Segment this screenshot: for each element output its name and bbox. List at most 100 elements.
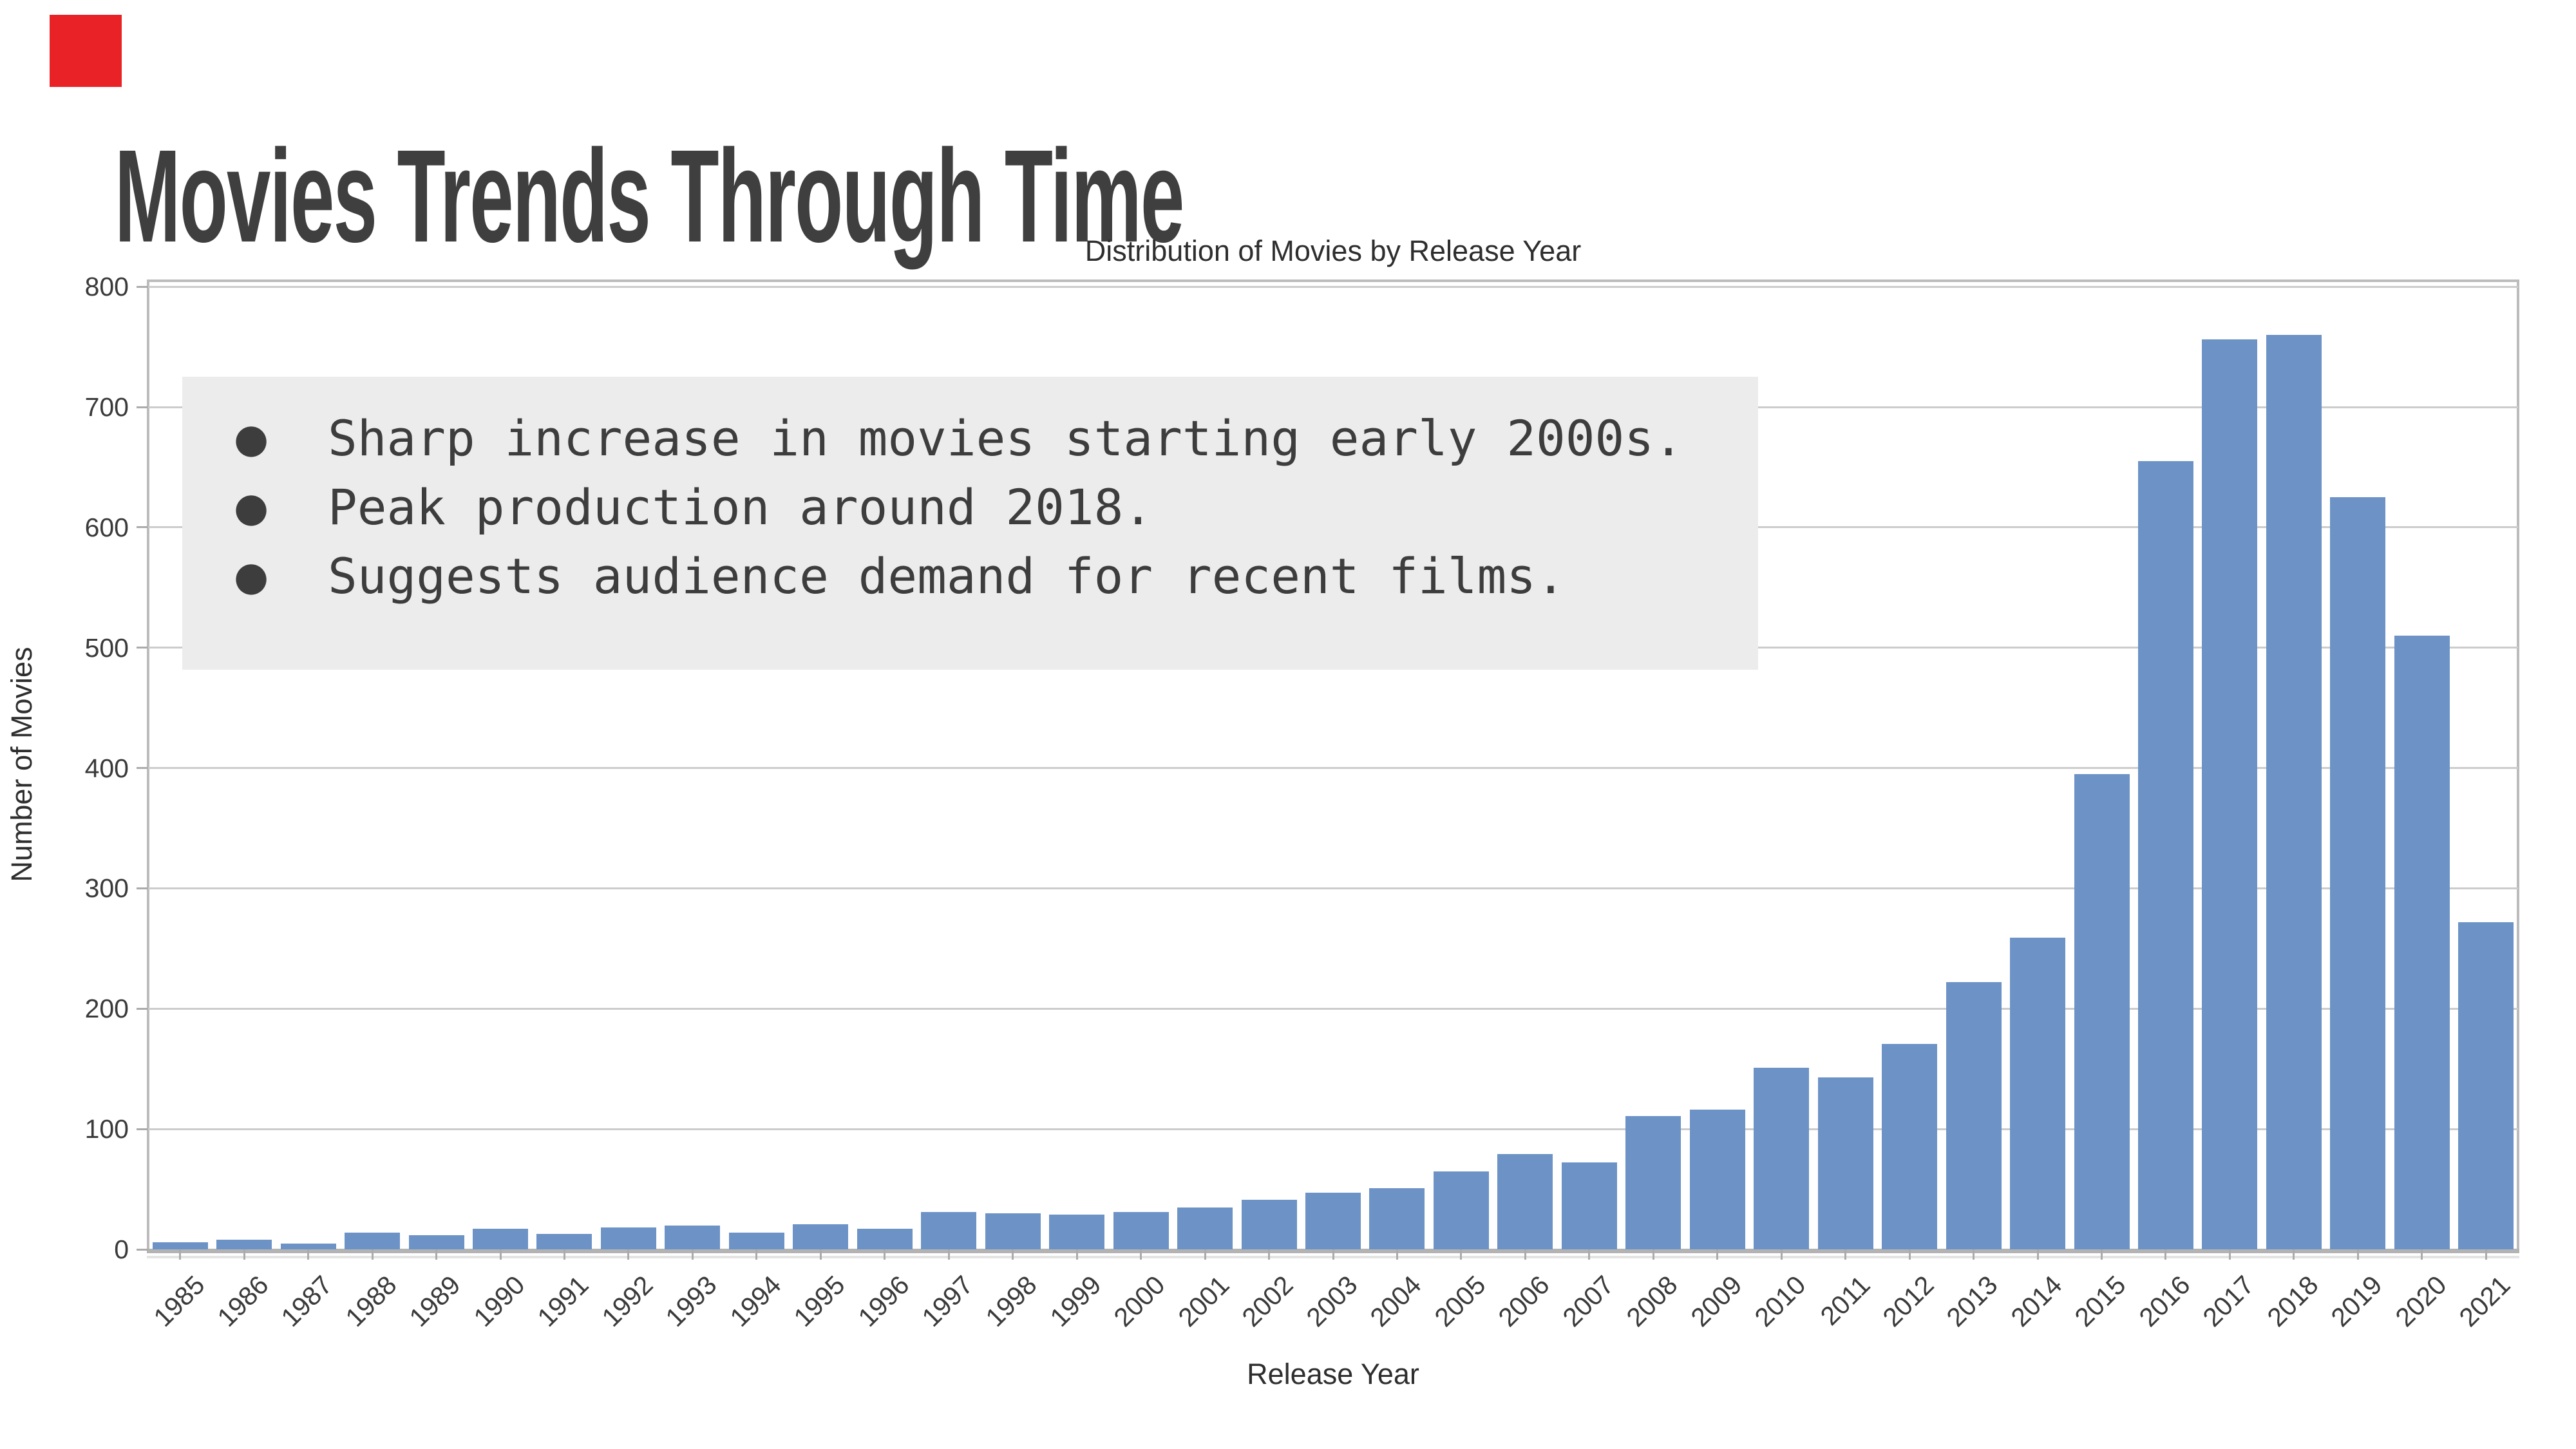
insight-bullet-text: Suggests audience demand for recent film… xyxy=(328,547,1566,605)
bar-2009 xyxy=(1689,1110,1745,1249)
x-tick-mark-2017 xyxy=(2228,1249,2231,1260)
x-tick-label-2020: 2020 xyxy=(2389,1269,2452,1332)
x-tick-label-2015: 2015 xyxy=(2069,1269,2132,1332)
x-tick-label-2010: 2010 xyxy=(1748,1269,1812,1332)
x-tick-mark-2001 xyxy=(1204,1249,1206,1260)
bar-2004 xyxy=(1369,1188,1425,1249)
y-tick-mark-200 xyxy=(137,1007,148,1010)
y-tick-label-600: 600 xyxy=(84,512,129,542)
red-accent-square xyxy=(50,15,122,87)
y-tick-label-400: 400 xyxy=(84,753,129,783)
x-tick-mark-2014 xyxy=(2036,1249,2039,1260)
y-tick-label-800: 800 xyxy=(84,272,129,302)
x-tick-mark-2019 xyxy=(2356,1249,2359,1260)
x-tick-mark-1995 xyxy=(819,1249,822,1260)
y-tick-mark-400 xyxy=(137,767,148,770)
x-tick-label-1992: 1992 xyxy=(596,1269,659,1332)
bar-2011 xyxy=(1817,1077,1873,1249)
plot-top-spine xyxy=(148,279,2518,282)
bar-2013 xyxy=(1946,982,2002,1249)
bar-2021 xyxy=(2458,922,2514,1249)
y-tick-label-500: 500 xyxy=(84,632,129,663)
bar-2015 xyxy=(2074,773,2130,1249)
x-tick-mark-2016 xyxy=(2164,1249,2167,1260)
y-tick-mark-600 xyxy=(137,526,148,529)
x-tick-label-2018: 2018 xyxy=(2261,1269,2324,1332)
x-tick-mark-2015 xyxy=(2101,1249,2103,1260)
x-tick-mark-1996 xyxy=(884,1249,886,1260)
x-tick-label-1993: 1993 xyxy=(659,1269,723,1332)
bar-2019 xyxy=(2330,497,2386,1249)
bar-2001 xyxy=(1177,1207,1233,1249)
x-tick-label-1995: 1995 xyxy=(788,1269,851,1332)
x-tick-mark-2006 xyxy=(1524,1249,1526,1260)
x-tick-mark-1985 xyxy=(179,1249,182,1260)
x-tick-label-1998: 1998 xyxy=(980,1269,1043,1332)
x-tick-label-2006: 2006 xyxy=(1492,1269,1555,1332)
x-tick-label-2013: 2013 xyxy=(1940,1269,2004,1332)
y-tick-mark-300 xyxy=(137,887,148,889)
bar-2020 xyxy=(2394,636,2450,1249)
x-tick-mark-2008 xyxy=(1652,1249,1654,1260)
x-tick-mark-1997 xyxy=(947,1249,950,1260)
insight-bullet-2: ● Peak production around 2018. xyxy=(182,473,1758,542)
x-tick-mark-1990 xyxy=(499,1249,502,1260)
x-tick-mark-2012 xyxy=(1908,1249,1911,1260)
x-tick-label-2000: 2000 xyxy=(1108,1269,1171,1332)
x-tick-mark-1986 xyxy=(243,1249,245,1260)
y-axis-spine xyxy=(147,279,149,1249)
y-tick-mark-500 xyxy=(137,647,148,649)
x-tick-label-2003: 2003 xyxy=(1300,1269,1363,1332)
x-tick-label-1989: 1989 xyxy=(403,1269,466,1332)
gridline-200 xyxy=(148,1007,2518,1010)
bar-2005 xyxy=(1433,1171,1489,1249)
bar-1992 xyxy=(600,1227,656,1249)
x-tick-label-2005: 2005 xyxy=(1428,1269,1492,1332)
gridline-100 xyxy=(148,1128,2518,1130)
x-tick-mark-1991 xyxy=(563,1249,565,1260)
x-tick-label-2009: 2009 xyxy=(1685,1269,1748,1332)
x-tick-label-1994: 1994 xyxy=(724,1269,787,1332)
x-tick-mark-1993 xyxy=(691,1249,694,1260)
bar-1999 xyxy=(1049,1214,1105,1249)
bar-2018 xyxy=(2266,334,2322,1249)
bar-2016 xyxy=(2137,461,2193,1249)
insight-bullet-text: Peak production around 2018. xyxy=(328,478,1153,536)
x-tick-mark-2000 xyxy=(1140,1249,1142,1260)
bar-1991 xyxy=(536,1233,592,1249)
chart-title: Distribution of Movies by Release Year xyxy=(1084,234,1582,267)
bar-1987 xyxy=(280,1243,336,1249)
x-tick-mark-2007 xyxy=(1588,1249,1591,1260)
bar-1993 xyxy=(665,1225,721,1249)
x-tick-mark-2002 xyxy=(1268,1249,1271,1260)
gridline-800 xyxy=(148,285,2518,288)
y-tick-mark-0 xyxy=(137,1248,148,1251)
x-tick-label-2016: 2016 xyxy=(2133,1269,2196,1332)
bullet-dot-icon: ● xyxy=(234,483,269,531)
x-tick-label-2017: 2017 xyxy=(2197,1269,2260,1332)
x-tick-mark-2013 xyxy=(1973,1249,1975,1260)
bar-2002 xyxy=(1241,1200,1297,1249)
bar-2006 xyxy=(1497,1154,1553,1249)
x-tick-mark-2004 xyxy=(1396,1249,1398,1260)
bar-2007 xyxy=(1561,1162,1617,1249)
bar-1998 xyxy=(985,1213,1041,1249)
x-tick-mark-2020 xyxy=(2421,1249,2423,1260)
x-tick-label-2021: 2021 xyxy=(2453,1269,2516,1332)
bar-1990 xyxy=(473,1229,529,1249)
x-tick-mark-2021 xyxy=(2485,1249,2487,1260)
insights-annotation-box: ● Sharp increase in movies starting early… xyxy=(182,377,1758,670)
y-tick-label-200: 200 xyxy=(84,994,129,1024)
bar-2008 xyxy=(1625,1115,1681,1249)
y-tick-label-700: 700 xyxy=(84,392,129,422)
bar-1988 xyxy=(345,1232,401,1249)
y-tick-label-100: 100 xyxy=(84,1114,129,1144)
x-tick-label-2012: 2012 xyxy=(1877,1269,1940,1332)
x-tick-label-2004: 2004 xyxy=(1364,1269,1427,1332)
insight-bullet-1: ● Sharp increase in movies starting early… xyxy=(182,404,1758,473)
gridline-300 xyxy=(148,887,2518,889)
bar-1986 xyxy=(216,1240,272,1249)
bar-2012 xyxy=(1882,1043,1938,1249)
bar-1985 xyxy=(152,1242,208,1249)
